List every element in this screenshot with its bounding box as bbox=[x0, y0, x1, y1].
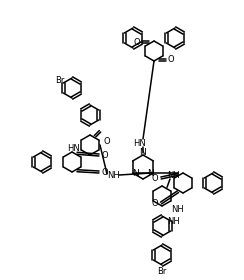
Text: O: O bbox=[134, 38, 140, 47]
Text: HN: HN bbox=[67, 144, 79, 153]
Text: NH: NH bbox=[167, 218, 179, 227]
Text: NH: NH bbox=[107, 171, 119, 179]
Text: NH: NH bbox=[167, 171, 179, 179]
Text: HN: HN bbox=[134, 139, 146, 148]
Text: Br: Br bbox=[157, 267, 167, 276]
Text: N: N bbox=[147, 169, 154, 178]
Text: O: O bbox=[152, 174, 158, 183]
Text: O: O bbox=[102, 151, 108, 160]
Text: N: N bbox=[140, 148, 146, 157]
Text: Br: Br bbox=[55, 76, 65, 85]
Text: O: O bbox=[102, 167, 108, 176]
Text: O: O bbox=[168, 55, 174, 64]
Text: NH: NH bbox=[172, 206, 184, 214]
Text: O: O bbox=[152, 199, 158, 207]
Text: O: O bbox=[104, 137, 110, 146]
Text: N: N bbox=[132, 169, 139, 178]
